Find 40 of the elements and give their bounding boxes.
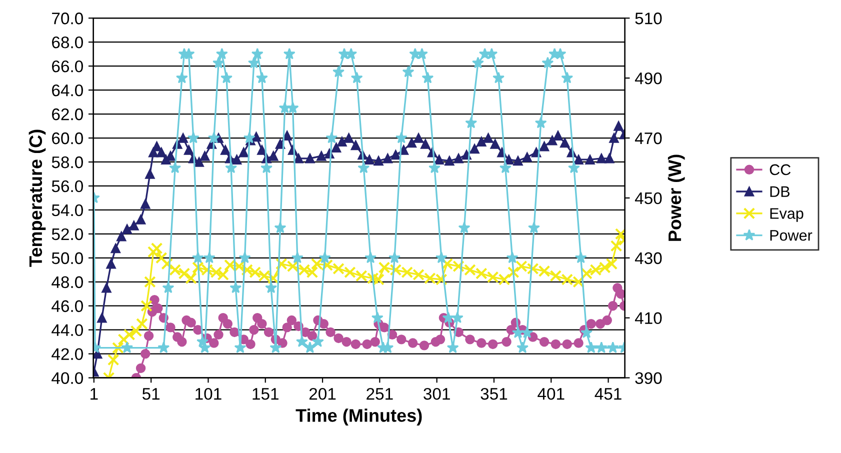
- y-tick-label: 56.0: [52, 180, 83, 192]
- x-tick-label: 51: [142, 388, 160, 400]
- y2-tick-label: 470: [634, 132, 662, 144]
- y-tick-label: 54.0: [52, 204, 83, 216]
- y-tick-label: 62.0: [52, 108, 83, 120]
- x-tick-label: 451: [594, 388, 622, 400]
- legend-label: CC: [770, 164, 791, 176]
- y2-tick-label: 390: [635, 372, 662, 384]
- legend-label: DB: [770, 186, 790, 197]
- x-tick-label: 101: [196, 388, 222, 400]
- x-tick-label: 1: [90, 388, 98, 400]
- x-tick-label: 301: [424, 388, 450, 400]
- legend-label: Evap: [770, 208, 804, 222]
- y-axis-title: Temperature (C): [28, 130, 46, 267]
- y-tick-label: 64.0: [52, 84, 83, 96]
- y-tick-label: 66.0: [52, 60, 83, 72]
- y-tick-label: 42.0: [52, 348, 83, 360]
- x-tick-label: 201: [309, 388, 336, 400]
- y-tick-label: 48.0: [52, 276, 83, 288]
- y-tick-label: 60.0: [52, 132, 83, 144]
- y2-tick-label: 410: [634, 312, 662, 324]
- y-tick-label: 46.0: [52, 300, 83, 312]
- x-axis-title: Time (Minutes): [296, 408, 422, 426]
- y2-axis-title: Power (W): [668, 154, 685, 241]
- x-tick-label: 151: [252, 388, 278, 400]
- y-tick-label: 70.0: [52, 12, 83, 24]
- y2-tick-label: 430: [634, 252, 662, 264]
- y-tick-label: 40.0: [52, 372, 83, 384]
- x-tick-label: 251: [366, 388, 393, 400]
- y2-tick-label: 490: [634, 72, 662, 84]
- y-tick-label: 58.0: [52, 156, 83, 168]
- y-tick-label: 68.0: [52, 36, 83, 48]
- x-tick-label: 351: [480, 388, 508, 400]
- y2-tick-label: 450: [634, 192, 662, 204]
- y-tick-label: 52.0: [52, 228, 83, 240]
- x-tick-label: 401: [538, 388, 564, 400]
- legend-label: Power: [770, 230, 812, 241]
- y2-tick-label: 510: [635, 12, 662, 24]
- y-tick-label: 50.0: [52, 252, 83, 264]
- y-tick-label: 44.0: [52, 324, 83, 336]
